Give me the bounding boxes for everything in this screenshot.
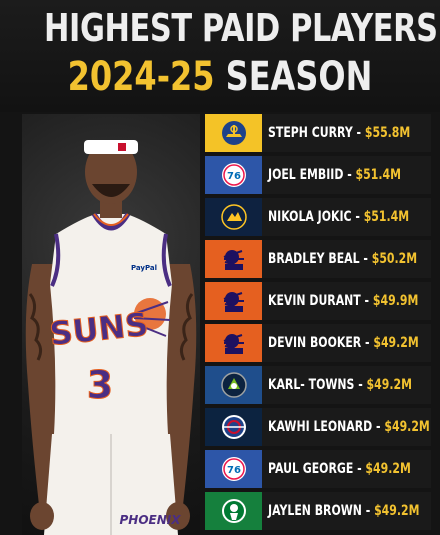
separator: - (353, 461, 366, 477)
player-photo: SUNS 3 PayPal PHOENIX (22, 114, 200, 535)
player-row: KARL- TOWNS - $49.2M (205, 366, 431, 404)
player-name: KAWHI LEONARD (268, 419, 373, 435)
title-year: 2024-25 (67, 54, 215, 100)
player-salary: $55.8M (364, 125, 411, 141)
player-entry: DEVIN BOOKER - $49.2M (268, 324, 419, 362)
player-row: 76 JOEL EMBIID - $51.4M (205, 156, 431, 194)
player-entry: NIKOLA JOKIC - $51.4M (268, 198, 409, 236)
player-salary: $49.2M (374, 503, 420, 519)
separator: - (360, 293, 373, 309)
player-row: NIKOLA JOKIC - $51.4M (205, 198, 431, 236)
team-logo-box (205, 198, 262, 236)
player-entry: KEVIN DURANT - $49.9M (268, 282, 418, 320)
separator: - (359, 251, 372, 267)
title-line-2: 2024-25 SEASON (44, 54, 396, 100)
player-name: STEPH CURRY (268, 125, 353, 141)
player-name: KEVIN DURANT (268, 293, 361, 309)
player-name: JAYLEN BROWN (268, 503, 362, 519)
title-line-1: HIGHEST PAID PLAYERS (44, 6, 438, 50)
player-entry: PAUL GEORGE - $49.2M (268, 450, 411, 488)
title-season: SEASON (225, 54, 373, 100)
team-logo-box (205, 114, 262, 152)
player-salary: $49.2M (384, 419, 430, 435)
separator: - (343, 167, 356, 183)
team-logo-box: 76 (205, 156, 262, 194)
clippers-logo-icon (221, 415, 246, 439)
svg-text:76: 76 (227, 465, 241, 476)
separator: - (361, 503, 375, 519)
team-logo-box (205, 240, 262, 278)
player-name: KARL- TOWNS (268, 377, 355, 393)
team-logo-box (205, 366, 262, 404)
suns-logo-icon (223, 292, 244, 312)
player-name: NIKOLA JOKIC (268, 209, 352, 225)
team-logo-box: 76 (205, 450, 262, 488)
player-entry: STEPH CURRY - $55.8M (268, 114, 410, 152)
player-name: BRADLEY BEAL (268, 251, 360, 267)
suns-logo-icon (223, 250, 244, 270)
svg-text:76: 76 (227, 171, 241, 182)
76ers-logo-icon: 76 (221, 163, 246, 187)
player-entry: BRADLEY BEAL - $50.2M (268, 240, 417, 278)
player-row: DEVIN BOOKER - $49.2M (205, 324, 431, 362)
separator: - (372, 419, 385, 435)
team-logo-box (205, 282, 262, 320)
separator: - (352, 125, 365, 141)
player-entry: KARL- TOWNS - $49.2M (268, 366, 412, 404)
player-row: 76 PAUL GEORGE - $49.2M (205, 450, 431, 488)
player-entry: JOEL EMBIID - $51.4M (268, 156, 401, 194)
warriors-logo-icon (221, 121, 246, 145)
player-salary: $49.2M (373, 335, 419, 351)
header: HIGHEST PAID PLAYERS 2024-25 SEASON (0, 0, 440, 112)
separator: - (351, 209, 364, 225)
player-salary: $51.4M (363, 209, 410, 225)
team-logo-box (205, 324, 262, 362)
player-name: DEVIN BOOKER (268, 335, 362, 351)
separator: - (361, 335, 374, 351)
shorts-text: PHOENIX (120, 513, 182, 527)
player-salary: $51.4M (355, 167, 401, 183)
jersey-number-text: 3 (87, 363, 113, 407)
timberwolves-logo-icon (220, 372, 247, 398)
separator: - (354, 377, 367, 393)
player-salary: $49.2M (365, 461, 411, 477)
nuggets-logo-icon (220, 204, 247, 230)
player-salary: $49.9M (372, 293, 419, 309)
player-row: KAWHI LEONARD - $49.2M (205, 408, 431, 446)
player-row: BRADLEY BEAL - $50.2M (205, 240, 431, 278)
76ers-logo-icon: 76 (221, 457, 246, 481)
player-row: JAYLEN BROWN - $49.2M (205, 492, 431, 530)
player-name: PAUL GEORGE (268, 461, 354, 477)
player-entry: KAWHI LEONARD - $49.2M (268, 408, 430, 446)
player-salary: $50.2M (371, 251, 418, 267)
celtics-logo-icon (221, 499, 246, 523)
player-row: KEVIN DURANT - $49.9M (205, 282, 431, 320)
suns-logo-icon (223, 334, 244, 354)
team-logo-box (205, 492, 262, 530)
player-salary: $49.2M (366, 377, 412, 393)
jersey-sponsor-text: PayPal (131, 264, 157, 272)
player-name: JOEL EMBIID (268, 167, 344, 183)
player-entry: JAYLEN BROWN - $49.2M (268, 492, 419, 530)
player-row: STEPH CURRY - $55.8M (205, 114, 431, 152)
team-logo-box (205, 408, 262, 446)
